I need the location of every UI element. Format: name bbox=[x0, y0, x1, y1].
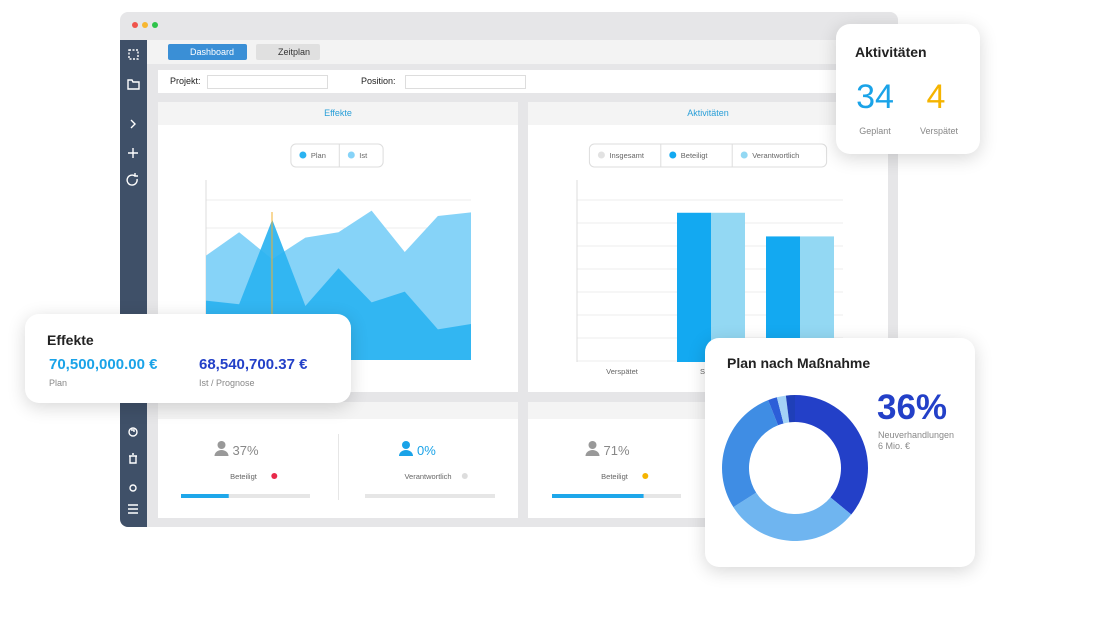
stat-label: Geplant bbox=[859, 126, 891, 136]
stat-label: Verspätet bbox=[919, 126, 959, 136]
filter-bar: Projekt: Position: bbox=[158, 70, 888, 93]
pie-slice bbox=[776, 395, 790, 424]
filter-label: Position: bbox=[361, 76, 396, 86]
legend-swatch bbox=[740, 151, 748, 159]
sidebar-icons bbox=[126, 49, 140, 514]
stat-label: Plan bbox=[49, 378, 68, 388]
legend-label: Plan bbox=[311, 151, 326, 160]
icon-part bbox=[399, 450, 413, 456]
progress-fill bbox=[181, 494, 229, 498]
pie-slice bbox=[795, 395, 868, 515]
x-tick-label: Verspätet bbox=[606, 367, 639, 376]
panel-title: Aktivitäten bbox=[528, 102, 888, 125]
kpi-label: Verantwortlich bbox=[404, 472, 451, 481]
stat-value: 34 bbox=[856, 78, 894, 116]
pie-slice bbox=[768, 397, 784, 426]
legend-label: Ist bbox=[359, 151, 368, 160]
dot bbox=[142, 22, 148, 28]
filter-input[interactable] bbox=[405, 75, 526, 89]
icon-part bbox=[585, 450, 600, 456]
kpi-icon bbox=[399, 441, 413, 456]
legend-swatch bbox=[299, 151, 307, 159]
card-title: Plan nach Maßnahme bbox=[727, 355, 871, 371]
legend bbox=[588, 143, 828, 168]
progress-track bbox=[365, 494, 495, 498]
progress-track bbox=[181, 494, 310, 498]
legend-label: Verantwortlich bbox=[752, 151, 799, 160]
divider bbox=[338, 434, 339, 500]
legend bbox=[290, 143, 384, 168]
panel bbox=[158, 402, 518, 518]
stat-value: 68,540,700.37 € bbox=[199, 356, 308, 373]
pie-slice bbox=[722, 400, 779, 508]
progress-fill bbox=[552, 494, 644, 498]
tab-dashboard[interactable]: Dashboard bbox=[168, 44, 247, 60]
dot bbox=[132, 22, 138, 28]
kpi-value: 0% bbox=[417, 443, 436, 458]
legend-label: Beteiligt bbox=[681, 151, 709, 160]
kpi-dot bbox=[642, 473, 649, 479]
toolbar: Dashboard Zeitplan bbox=[147, 40, 898, 64]
activity-card: Aktivitäten 34 4 Geplant Verspätet bbox=[836, 24, 980, 154]
panel-head bbox=[158, 402, 518, 419]
donut-caption: Neuverhandlungen bbox=[878, 430, 955, 440]
pie-slice bbox=[733, 492, 852, 541]
stat-value: 4 bbox=[926, 78, 946, 116]
tab-zeitplan[interactable]: Zeitplan bbox=[256, 44, 320, 60]
icon-part bbox=[402, 441, 410, 449]
card-title: Aktivitäten bbox=[855, 44, 927, 60]
icon-part bbox=[588, 441, 597, 449]
stat-value: 70,500,000.00 € bbox=[49, 356, 158, 373]
kpi-dot bbox=[271, 473, 278, 479]
bar bbox=[711, 212, 745, 362]
legend-swatch bbox=[597, 151, 605, 159]
icon-part bbox=[217, 441, 226, 449]
kpi-label: Beteiligt bbox=[230, 472, 258, 481]
kpi-dot bbox=[461, 473, 468, 479]
sidebar bbox=[120, 40, 147, 527]
filter-input[interactable] bbox=[207, 75, 328, 89]
donut-chart bbox=[722, 395, 868, 541]
donut-percent: 36% bbox=[877, 388, 948, 427]
card-title: Effekte bbox=[47, 332, 94, 348]
effects-card: Effekte 70,500,000.00 € 68,540,700.37 € … bbox=[25, 314, 351, 403]
stat-label: Ist / Prognose bbox=[199, 378, 255, 388]
pie-slice bbox=[785, 395, 795, 423]
bar bbox=[677, 212, 711, 362]
dot bbox=[152, 22, 158, 28]
legend-swatch bbox=[669, 151, 677, 159]
filter-label: Projekt: bbox=[170, 76, 201, 86]
donut-card: Plan nach Maßnahme 36% Neuverhandlungen … bbox=[705, 338, 975, 567]
icon-part bbox=[214, 450, 229, 456]
kpi-icon bbox=[585, 441, 600, 456]
legend-swatch bbox=[347, 151, 355, 159]
kpi-label: Beteiligt bbox=[601, 472, 629, 481]
kpi-icon bbox=[214, 441, 229, 456]
kpi-value: 37% bbox=[233, 443, 259, 458]
donut-note: 6 Mio. € bbox=[878, 441, 911, 451]
kpi-value: 71% bbox=[604, 443, 630, 458]
panel-title: Effekte bbox=[158, 102, 518, 125]
legend-label: Insgesamt bbox=[609, 151, 645, 160]
